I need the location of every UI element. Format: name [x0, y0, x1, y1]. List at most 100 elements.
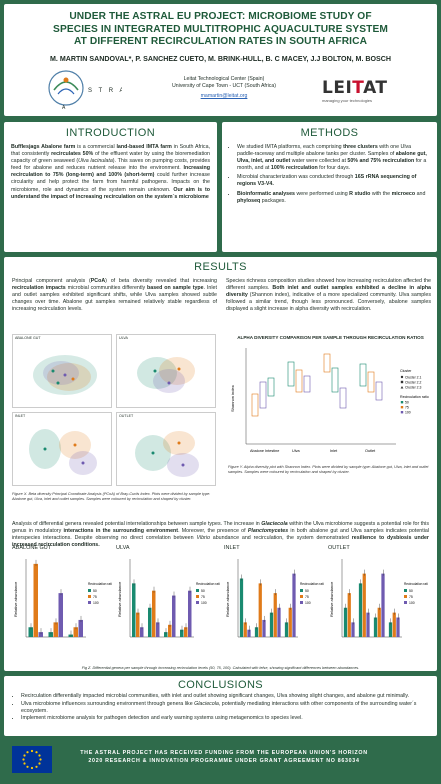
conclusion-item: Implement microbiome analysis for pathog… — [21, 715, 429, 722]
bar — [188, 590, 192, 637]
methods-item: We studied IMTA platforms, each comprisi… — [237, 144, 430, 172]
legend-swatch — [196, 595, 199, 598]
alpha-caption: Figure Y. Alpha diversity plot with Shan… — [228, 465, 429, 474]
svg-text:75: 75 — [405, 406, 409, 410]
bar — [48, 632, 53, 637]
astral-logo: S T R A L A — [44, 66, 133, 111]
bar — [273, 593, 277, 637]
pcoa-caption: Figure X. Beta diversity Principal Coord… — [12, 492, 211, 501]
leitat-tagline: managing your technologies — [322, 98, 373, 103]
differential-genera-figure: ABALONE GUT Relative abundance Recirculat… — [12, 545, 430, 663]
eu-flag-icon — [12, 746, 52, 773]
authors: M. MARTIN SANDOVAL*, P. SANCHEZ CUETO, M… — [49, 54, 392, 63]
conclusion-item: Recirculation differentially impacted mi… — [21, 693, 429, 700]
legend-swatch — [88, 589, 91, 592]
svg-text:Recirculation ratio: Recirculation ratio — [400, 395, 429, 399]
bar — [269, 612, 274, 637]
y-axis-label: Relative abundance — [329, 581, 334, 617]
bar — [392, 612, 396, 637]
alpha-diversity-figure: ALPHA DIVERSITY COMPARISON PER SAMPLE TH… — [228, 335, 433, 490]
legend-swatch — [300, 589, 303, 592]
introduction-title: INTRODUCTION — [65, 127, 156, 139]
bar — [73, 627, 78, 637]
svg-text:Cluster 2.2: Cluster 2.2 — [405, 381, 422, 385]
alpha-ylabel: Shannon index — [230, 385, 235, 412]
alpha-title: ALPHA DIVERSITY COMPARISON PER SAMPLE TH… — [237, 335, 424, 340]
pcoa-label: ABALONE GUT — [15, 336, 41, 340]
legend-label: 50 — [93, 589, 97, 593]
alpha-xlabel: Outlet — [365, 449, 376, 453]
legend-swatch — [196, 601, 199, 604]
title-line-2: SPECIES IN INTEGRATED MULTITROPHIC AQUAC… — [53, 23, 388, 35]
alpha-legend: Cluster Cluster 2.1 Cluster 2.2 Cluster … — [400, 369, 429, 415]
alpha-group-ulva — [287, 361, 311, 393]
bar — [164, 632, 168, 637]
bar — [351, 622, 355, 637]
bar — [132, 583, 136, 637]
legend-label: 100 — [409, 601, 415, 605]
methods-item: Microbial characterization was conducted… — [237, 174, 430, 188]
pcoa-plot-abalone: ABALONE GUT — [12, 334, 112, 408]
header-panel: UNDER THE ASTRAL EU PROJECT: MICROBIOME … — [4, 4, 437, 116]
y-axis-label: Relative abundance — [13, 581, 18, 617]
footer: THE ASTRAL PROJECT HAS RECEIVED FUNDING … — [4, 740, 437, 780]
affiliations: Leitat Technological Center (Spain) Univ… — [164, 76, 284, 100]
bar-chart-inlet: INLET Relative abundance Recirculation ra… — [224, 545, 326, 657]
bar-chart-abalone: ABALONE GUT Relative abundance Recirculat… — [12, 545, 114, 657]
pcoa-plot-inlet: INLET — [12, 412, 112, 486]
funding-line-2: 2020 RESEARCH & INNOVATION PROGRAMME UND… — [88, 758, 360, 764]
bar — [247, 629, 251, 637]
results-alpha-text: Species richness composition studies sho… — [226, 278, 432, 313]
bar — [58, 593, 63, 637]
bar — [254, 627, 259, 637]
bar — [53, 622, 58, 637]
title-line-1: UNDER THE ASTRAL EU PROJECT: MICROBIOME … — [69, 11, 372, 22]
email-link[interactable]: mamartin@leitat.org — [200, 93, 248, 99]
legend-swatch — [404, 595, 407, 598]
svg-text:Cluster: Cluster — [400, 369, 412, 373]
bar — [362, 573, 366, 637]
svg-text:Cluster 2.3: Cluster 2.3 — [405, 386, 422, 390]
conclusions-list: Recirculation differentially impacted mi… — [12, 693, 429, 722]
bar — [347, 593, 351, 637]
bar — [277, 607, 281, 637]
bar — [243, 622, 247, 637]
bar — [284, 622, 289, 637]
svg-text:A: A — [62, 105, 66, 110]
bar — [262, 619, 266, 637]
pcoa-figure: ABALONE GUT ULVA INLET OUTLET — [12, 334, 217, 488]
bar — [140, 627, 144, 637]
results-differential-text: Analysis of differential genera revealed… — [12, 521, 430, 549]
conclusions-title: CONCLUSIONS — [177, 679, 264, 691]
legend-title: Recirculation ratio — [404, 582, 428, 586]
legend-title: Recirculation ratio — [300, 582, 324, 586]
alpha-xlabel: Ulva — [292, 449, 300, 453]
legend-swatch — [300, 595, 303, 598]
legend-title: Recirculation ratio — [196, 582, 220, 586]
bar — [78, 619, 83, 637]
bar — [288, 607, 292, 637]
funding-line-1: THE ASTRAL PROJECT HAS RECEIVED FUNDING … — [80, 750, 368, 756]
svg-text:Cluster 2.1: Cluster 2.1 — [405, 376, 422, 380]
methods-item: Bioinformatic analyses were performed us… — [237, 191, 430, 205]
affiliation-leitat: Leitat Technological Center (Spain) — [183, 76, 265, 82]
legend-swatch — [404, 601, 407, 604]
svg-text:100: 100 — [405, 411, 411, 415]
poster-title: UNDER THE ASTRAL EU PROJECT: MICROBIOME … — [4, 4, 437, 49]
conclusions-panel: CONCLUSIONS Recirculation differentially… — [4, 676, 437, 736]
pcoa-label: OUTLET — [119, 414, 134, 418]
bar — [156, 622, 160, 637]
conclusion-item: Ulva microbiome influences surrounding e… — [21, 701, 429, 715]
y-axis-label: Relative abundance — [117, 581, 122, 617]
svg-text:S T R A L: S T R A L — [88, 88, 122, 94]
funding-statement: THE ASTRAL PROJECT HAS RECEIVED FUNDING … — [64, 749, 384, 765]
bar-chart-outlet: OUTLET Relative abundance Recirculation r… — [328, 545, 430, 657]
introduction-panel: INTRODUCTION Bufflesjags Abalone farm is… — [4, 122, 217, 252]
methods-title: METHODS — [300, 127, 359, 139]
bar-chart-caption: Fig Z. Differential genera per sample th… — [81, 666, 360, 670]
pcoa-label: ULVA — [119, 336, 128, 340]
bar — [292, 573, 296, 637]
alpha-boxplot: Shannon index Abalone Intestin — [230, 348, 429, 453]
leitat-brand-part-2: T — [352, 78, 364, 98]
pcoa-plot-outlet: OUTLET — [116, 412, 216, 486]
